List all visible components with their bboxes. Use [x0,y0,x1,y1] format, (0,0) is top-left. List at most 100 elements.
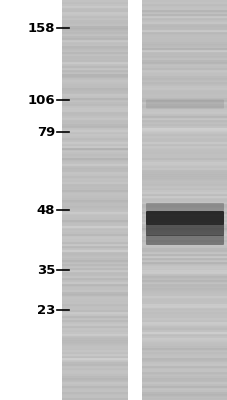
Bar [141,398,227,400]
Bar [141,28,227,30]
Bar [141,308,227,310]
Bar [141,346,227,348]
Bar [141,92,227,94]
Bar [141,276,227,278]
Bar [62,384,127,386]
Bar [141,384,227,386]
Bar [62,0,127,2]
Bar [62,362,127,364]
Bar [141,134,227,136]
Bar [141,326,227,328]
Bar [141,270,227,272]
Bar [62,58,127,60]
Bar [62,180,127,182]
Bar [141,164,227,166]
Bar [141,136,227,138]
Bar [62,196,127,198]
Bar [141,86,227,88]
Bar [141,198,227,200]
Bar [62,186,127,188]
Bar [62,270,127,272]
Bar [62,320,127,322]
Bar [62,134,127,136]
Bar [62,378,127,380]
Bar [62,290,127,292]
Bar [141,50,227,52]
Bar [62,260,127,262]
Bar [141,64,227,66]
Bar [62,212,127,214]
Bar [141,200,227,202]
Bar [62,170,127,172]
Bar [62,392,127,394]
Bar [62,216,127,218]
Bar [62,230,127,232]
Bar [62,116,127,118]
Bar [141,220,227,222]
Bar [62,98,127,100]
Bar [62,222,127,224]
Bar [62,226,127,228]
Text: 79: 79 [37,126,55,138]
Bar [62,266,127,268]
Bar [141,62,227,64]
Bar [141,260,227,262]
Bar [62,346,127,348]
Bar [141,358,227,360]
Bar [62,302,127,304]
Bar [62,264,127,266]
Bar [141,300,227,302]
Bar [62,314,127,316]
Bar [62,326,127,328]
Bar [141,394,227,396]
Bar [62,298,127,300]
Bar [62,372,127,374]
Bar [62,128,127,130]
Bar [141,222,227,224]
Bar [62,224,127,226]
Bar [141,214,227,216]
Bar [141,166,227,168]
Bar [141,144,227,146]
Bar [62,306,127,308]
Bar [62,8,127,10]
Bar [62,74,127,76]
Bar [141,228,227,230]
Bar [141,330,227,332]
Bar [62,208,127,210]
Bar [62,278,127,280]
Bar [141,280,227,282]
Bar [62,104,127,106]
Bar [141,58,227,60]
Bar [62,204,127,206]
Bar [141,30,227,32]
Bar [62,36,127,38]
Bar [62,182,127,184]
FancyBboxPatch shape [145,203,223,211]
FancyBboxPatch shape [145,211,223,225]
FancyBboxPatch shape [145,224,223,236]
Bar [62,16,127,18]
Bar [141,6,227,8]
Bar [141,176,227,178]
Bar [62,6,127,8]
Bar [141,266,227,268]
Bar [141,8,227,10]
Bar [62,340,127,342]
Bar [62,32,127,34]
Bar [141,24,227,26]
Bar [62,368,127,370]
Bar [141,362,227,364]
Bar [141,56,227,58]
Bar [141,296,227,298]
Bar [141,388,227,390]
Bar [141,278,227,280]
Bar [141,318,227,320]
Bar [62,310,127,312]
Bar [62,268,127,270]
Bar [141,124,227,126]
Bar [141,338,227,340]
Bar [141,170,227,172]
Bar [141,320,227,322]
Bar [141,312,227,314]
